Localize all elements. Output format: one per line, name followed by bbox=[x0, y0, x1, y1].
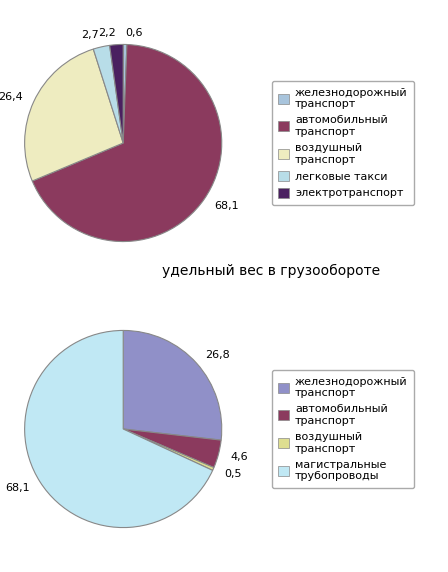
Wedge shape bbox=[110, 45, 123, 143]
Title: удельный вес в грузообороте: удельный вес в грузообороте bbox=[162, 264, 380, 278]
Wedge shape bbox=[93, 45, 123, 143]
Text: 4,6: 4,6 bbox=[230, 452, 248, 462]
Text: 0,6: 0,6 bbox=[125, 27, 143, 38]
Wedge shape bbox=[123, 429, 221, 467]
Wedge shape bbox=[25, 49, 123, 181]
Text: 68,1: 68,1 bbox=[5, 483, 30, 494]
Legend: железнодорожный
транспорт, автомобильный
транспорт, воздушный
транспорт, легковы: железнодорожный транспорт, автомобильный… bbox=[271, 81, 414, 205]
Wedge shape bbox=[123, 331, 222, 440]
Text: 26,8: 26,8 bbox=[206, 351, 230, 360]
Wedge shape bbox=[25, 331, 213, 527]
Text: 26,4: 26,4 bbox=[0, 92, 23, 102]
Wedge shape bbox=[32, 45, 222, 241]
Text: 68,1: 68,1 bbox=[214, 201, 238, 211]
Wedge shape bbox=[123, 45, 127, 143]
Text: 2,7: 2,7 bbox=[81, 30, 99, 41]
Legend: железнодорожный
транспорт, автомобильный
транспорт, воздушный
транспорт, магистр: железнодорожный транспорт, автомобильный… bbox=[271, 370, 414, 488]
Text: 0,5: 0,5 bbox=[224, 469, 241, 479]
Text: 2,2: 2,2 bbox=[98, 28, 116, 38]
Wedge shape bbox=[123, 429, 214, 470]
